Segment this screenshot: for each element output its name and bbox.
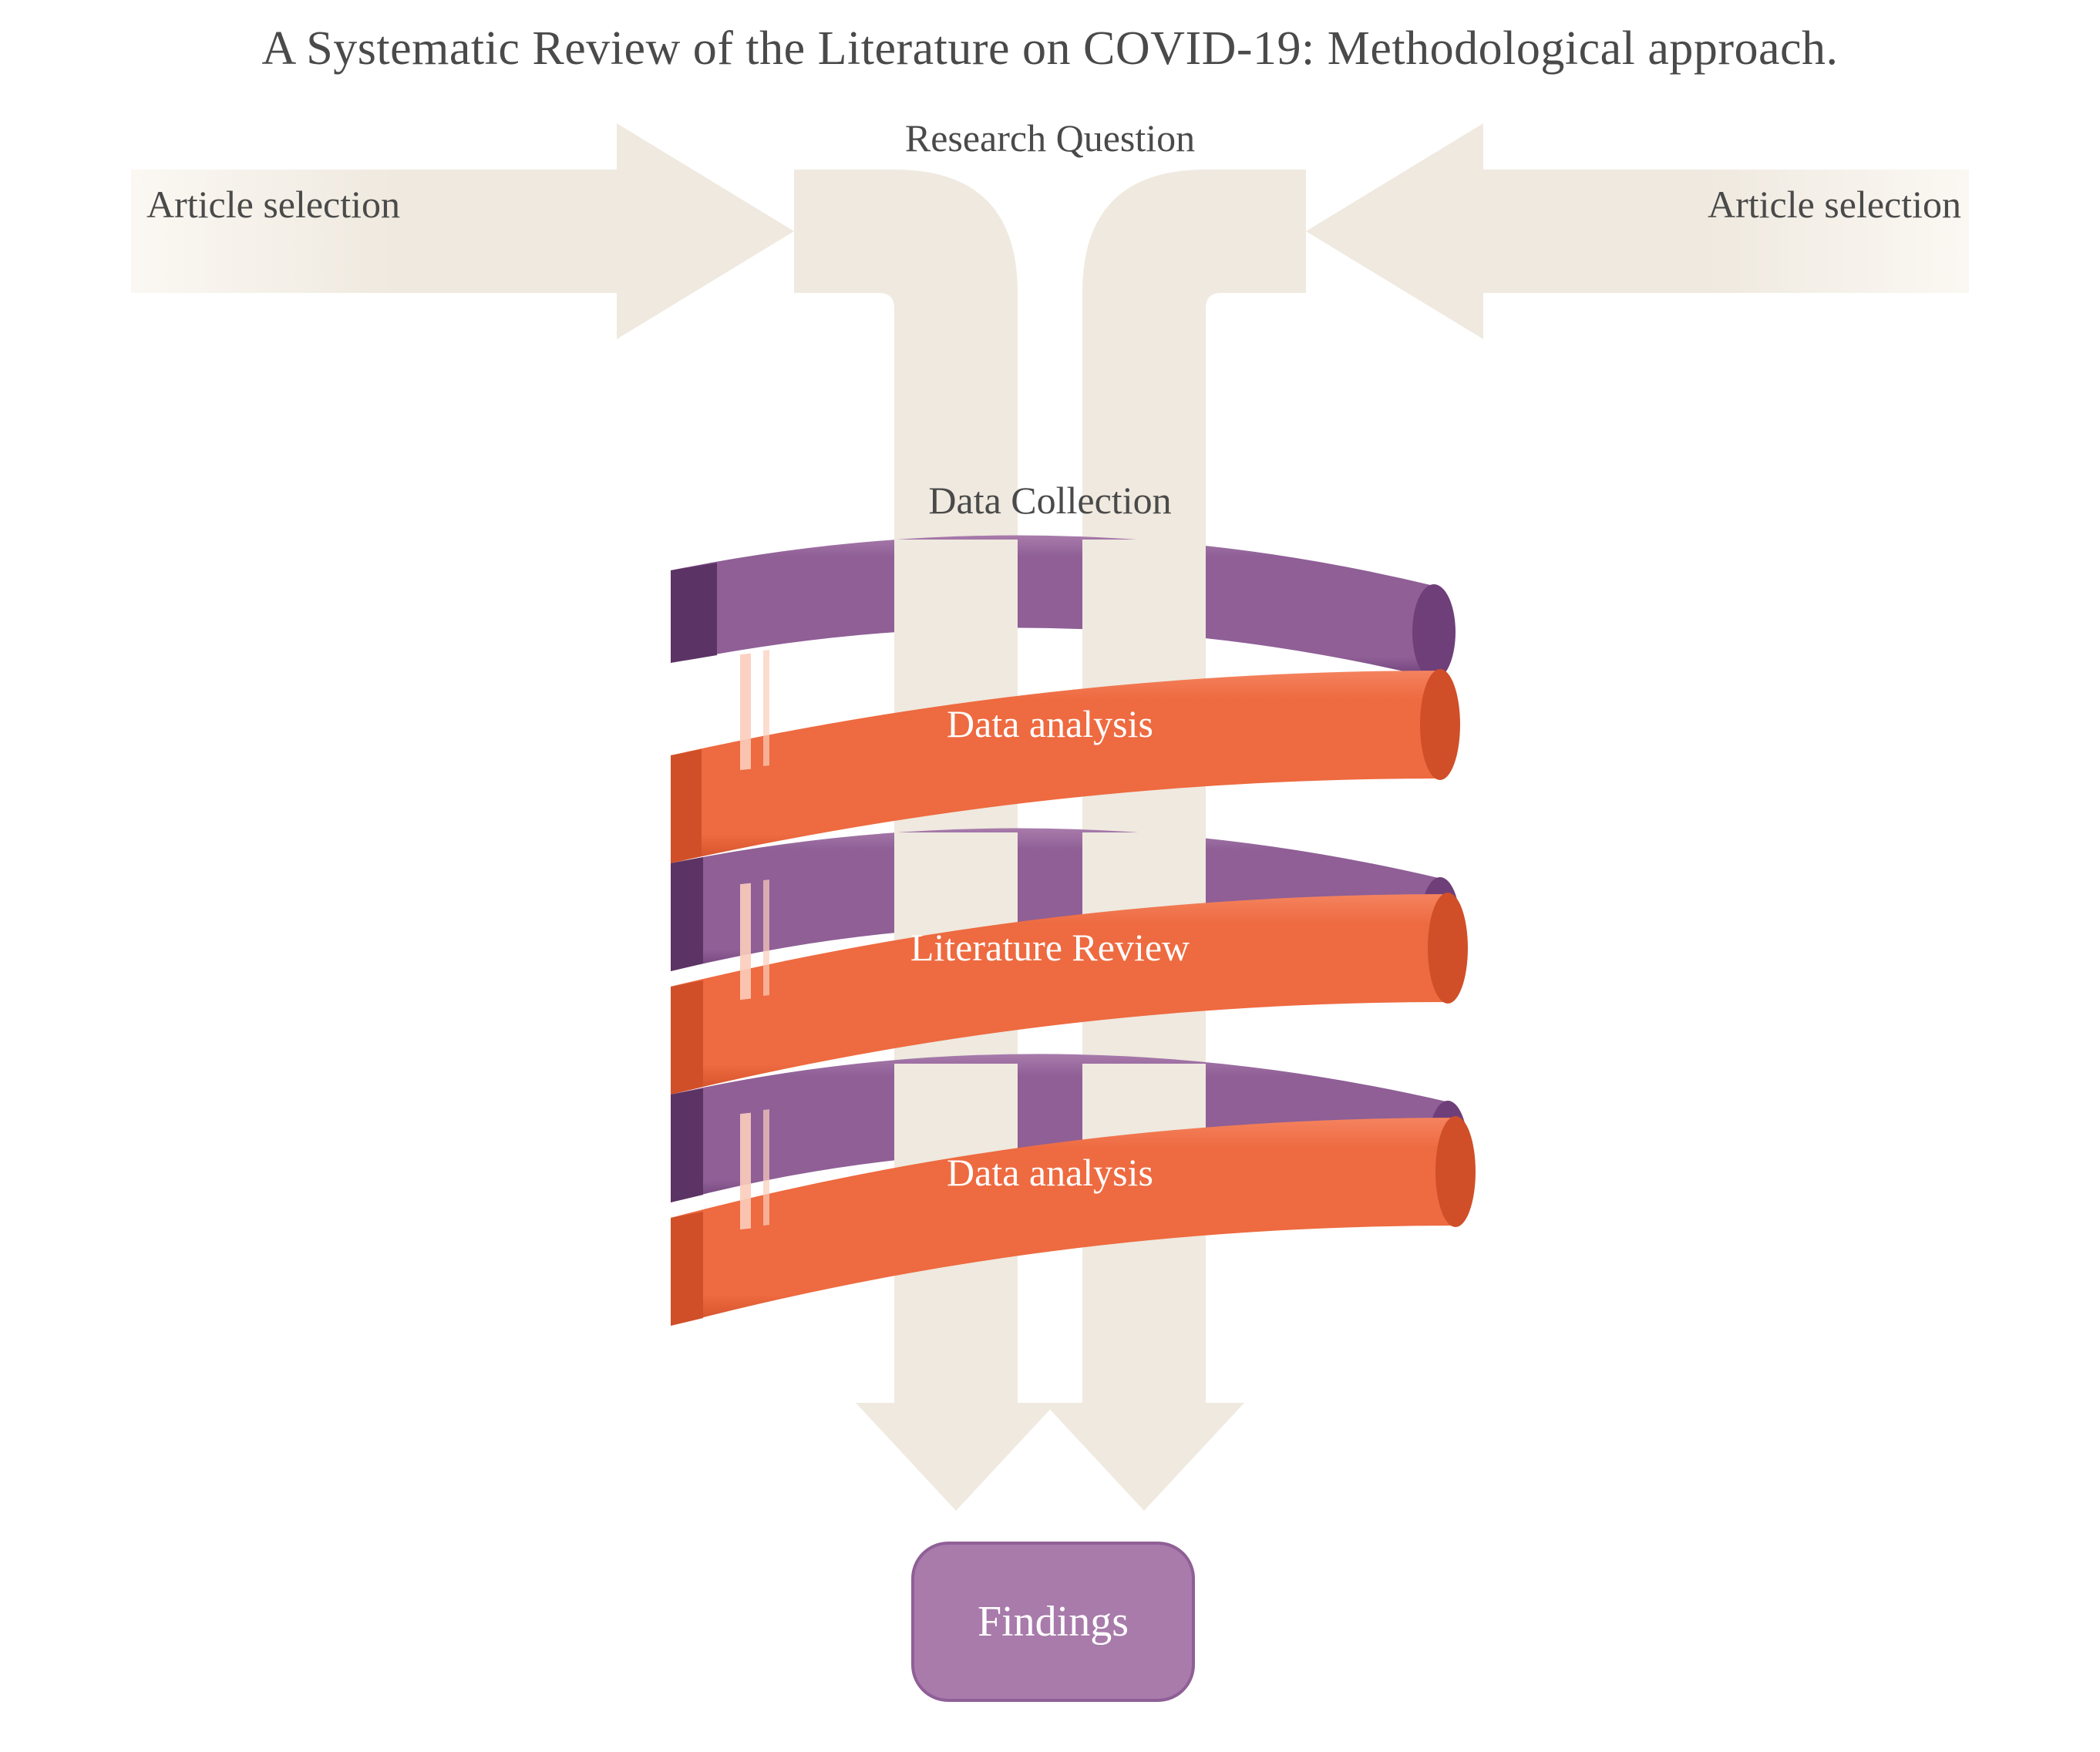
column-left-lower xyxy=(856,1310,1056,1511)
arrow-right xyxy=(1306,123,1969,339)
findings-box: Findings xyxy=(911,1542,1195,1702)
diagram-svg xyxy=(0,0,2100,1752)
label-article-selection-right: Article selection xyxy=(1708,182,1961,227)
diagram-stage: A Systematic Review of the Literature on… xyxy=(0,0,2100,1752)
elbow-right xyxy=(1082,170,1306,401)
label-article-selection-left: Article selection xyxy=(146,182,400,227)
label-research-question: Research Question xyxy=(905,116,1195,160)
spiral-purple-0 xyxy=(671,536,1456,680)
column-right-lower xyxy=(1044,1310,1244,1511)
col-left-seg0 xyxy=(894,540,1018,671)
ribbon-label-2: Literature Review xyxy=(857,925,1243,970)
diagram-title: A Systematic Review of the Literature on… xyxy=(0,22,2100,76)
elbow-left xyxy=(794,170,1018,401)
label-data-collection: Data Collection xyxy=(928,478,1171,523)
arrow-left xyxy=(131,123,794,339)
col-right-seg0 xyxy=(1082,540,1206,671)
ribbon-label-1: Data analysis xyxy=(857,701,1243,746)
ribbon-label-3: Data analysis xyxy=(857,1150,1243,1195)
findings-label: Findings xyxy=(978,1597,1129,1646)
